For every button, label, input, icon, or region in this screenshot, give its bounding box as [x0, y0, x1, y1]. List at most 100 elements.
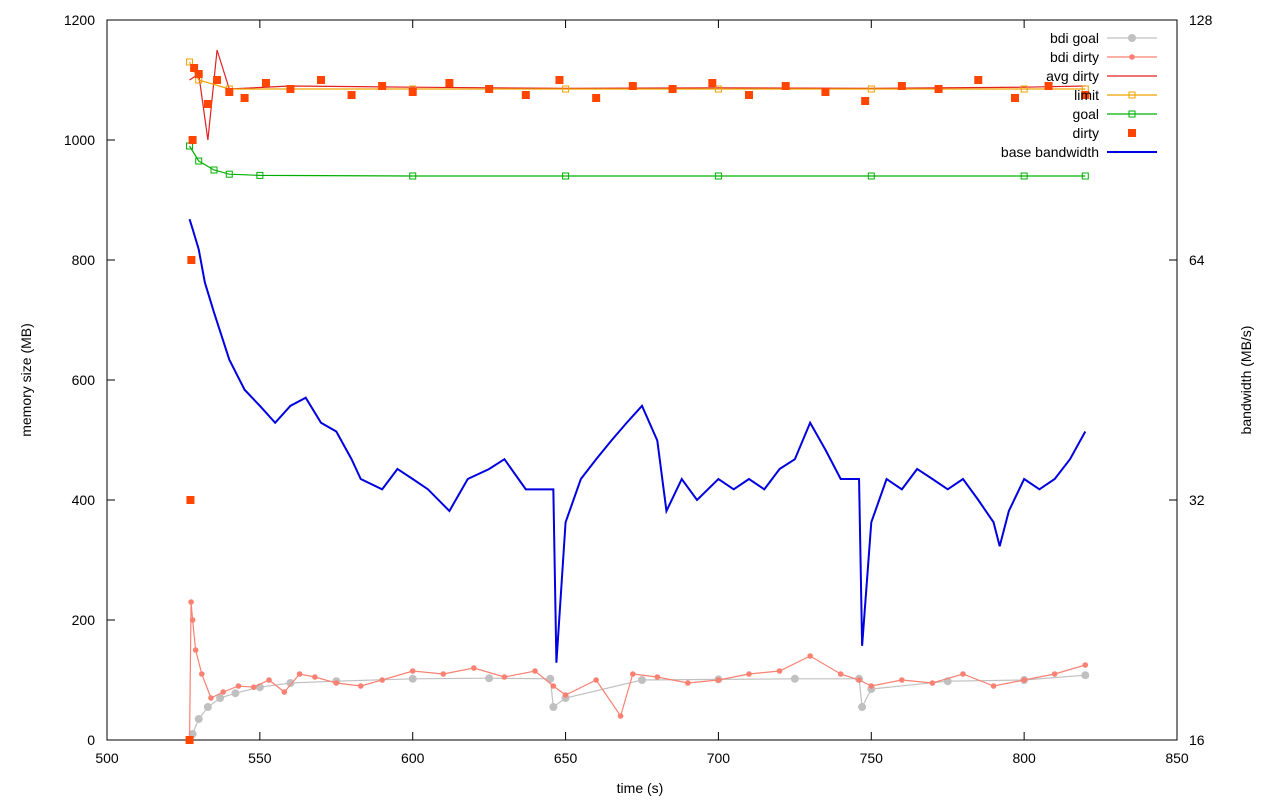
data-point — [185, 736, 194, 744]
data-point — [188, 136, 197, 144]
data-point — [746, 671, 752, 677]
data-point — [714, 85, 722, 93]
plot-frame — [106, 19, 1178, 741]
data-point — [333, 680, 340, 686]
data-point — [974, 76, 983, 84]
data-point — [562, 692, 569, 698]
data-point — [286, 85, 295, 93]
data-point — [1044, 82, 1053, 90]
data-point — [256, 171, 264, 179]
data-point — [198, 671, 205, 677]
data-point — [231, 689, 240, 698]
data-point — [685, 680, 691, 686]
data-point — [235, 683, 242, 689]
data-point — [745, 91, 753, 99]
data-point — [1128, 129, 1136, 137]
legend-label: dirty — [1073, 125, 1099, 141]
data-point — [189, 617, 196, 623]
y2-tick-label: 32 — [1189, 492, 1205, 508]
data-point — [858, 703, 867, 711]
data-point — [225, 170, 233, 178]
data-point — [1010, 94, 1019, 102]
y-tick-label: 1200 — [64, 12, 95, 28]
x-tick-label: 650 — [554, 750, 578, 766]
data-point — [1020, 172, 1028, 180]
data-point — [1081, 91, 1090, 99]
data-point — [208, 695, 214, 701]
data-point — [190, 64, 199, 72]
data-point — [286, 679, 295, 687]
data-point — [409, 668, 416, 674]
data-point — [776, 668, 783, 674]
data-point — [861, 97, 870, 105]
data-point — [549, 703, 558, 711]
y-tick-label: 800 — [72, 252, 96, 268]
data-point — [960, 671, 966, 677]
data-point — [225, 88, 234, 96]
data-point — [867, 85, 875, 93]
data-point — [485, 674, 494, 683]
y-tick-label: 600 — [72, 372, 96, 388]
x-tick-label: 800 — [1012, 750, 1036, 766]
x-tick-label: 550 — [248, 750, 272, 766]
data-point — [195, 157, 203, 165]
data-point — [471, 665, 477, 671]
data-point — [194, 715, 203, 723]
data-point — [821, 88, 830, 96]
series-bdi-dirty — [186, 599, 1089, 743]
legend-label: limit — [1074, 87, 1099, 103]
series-layer — [185, 49, 1090, 744]
data-point — [203, 100, 212, 108]
data-point — [929, 680, 936, 686]
data-point — [807, 653, 813, 659]
data-point — [1128, 34, 1136, 42]
x-tick-label: 500 — [95, 750, 119, 766]
data-point — [485, 85, 494, 93]
data-point — [562, 85, 570, 93]
data-point — [781, 82, 790, 90]
data-point — [1128, 110, 1136, 118]
y-tick-label: 400 — [72, 492, 96, 508]
series-limit — [186, 58, 1089, 93]
data-point — [532, 668, 538, 674]
data-point — [347, 91, 356, 99]
data-point — [213, 76, 222, 84]
data-point — [379, 677, 385, 683]
legend-label: goal — [1073, 106, 1099, 122]
series-line — [189, 674, 1086, 741]
data-point — [188, 599, 194, 605]
series-line — [189, 61, 1086, 90]
data-point — [408, 88, 417, 96]
data-point — [312, 674, 318, 680]
data-point — [708, 79, 717, 87]
data-point — [1082, 662, 1089, 668]
data-point — [1021, 677, 1027, 683]
data-point — [868, 683, 875, 689]
data-point — [714, 172, 722, 180]
data-point — [1081, 671, 1090, 680]
legend-label: base bandwidth — [1001, 144, 1099, 160]
data-point — [521, 91, 530, 99]
series-line — [189, 49, 1086, 141]
data-point — [546, 674, 555, 683]
data-point — [440, 671, 447, 677]
data-point — [990, 683, 997, 689]
data-point — [555, 76, 564, 84]
data-point — [630, 671, 636, 677]
data-point — [593, 677, 599, 683]
data-point — [250, 684, 257, 690]
data-point — [357, 683, 364, 689]
x-tick-label: 600 — [401, 750, 425, 766]
data-point — [281, 689, 288, 695]
data-point — [638, 676, 646, 684]
legend: bdi goal bdi dirty avg dirty limit goal dirty… — [1001, 30, 1157, 160]
data-point — [220, 689, 226, 695]
data-point — [192, 647, 199, 653]
data-point — [790, 674, 799, 683]
y2-tick-label: 64 — [1189, 252, 1205, 268]
series-base-bandwidth — [188, 218, 1087, 663]
x-tick-label: 850 — [1165, 750, 1189, 766]
data-point — [654, 674, 661, 680]
data-point — [261, 79, 270, 87]
data-point — [186, 58, 194, 66]
